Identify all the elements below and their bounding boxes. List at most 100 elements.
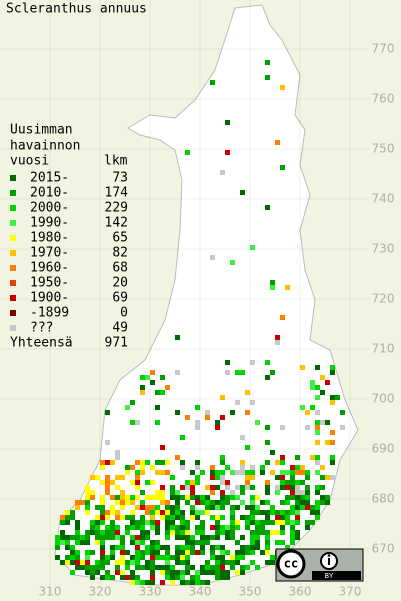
observation-square [210, 515, 215, 520]
legend-label: 1990- [30, 216, 69, 231]
observation-square [190, 470, 195, 475]
observation-square [170, 530, 175, 535]
observation-square [140, 465, 145, 470]
observation-square [310, 405, 315, 410]
observation-square [135, 545, 140, 550]
legend-count: 82 [112, 246, 128, 261]
observation-square [225, 535, 230, 540]
legend-swatch [10, 235, 16, 241]
observation-square [130, 520, 135, 525]
observation-square [115, 530, 120, 535]
observation-square [135, 475, 140, 480]
observation-square [185, 570, 190, 575]
observation-square [185, 545, 190, 550]
observation-square [340, 410, 345, 415]
observation-square [240, 535, 245, 540]
observation-square [185, 495, 190, 500]
observation-square [265, 500, 270, 505]
observation-square [170, 495, 175, 500]
observation-square [310, 455, 315, 460]
legend-column: vuosi [10, 154, 49, 169]
observation-square [135, 460, 140, 465]
observation-square [140, 520, 145, 525]
observation-square [240, 570, 245, 575]
observation-square [175, 560, 180, 565]
observation-square [240, 555, 245, 560]
observation-square [245, 565, 250, 570]
observation-square [255, 540, 260, 545]
legend-total-label: Yhteensä [10, 336, 73, 351]
observation-square [110, 525, 115, 530]
observation-square [190, 485, 195, 490]
observation-square [125, 500, 130, 505]
observation-square [115, 570, 120, 575]
observation-square [130, 465, 135, 470]
observation-square [125, 525, 130, 530]
observation-square [275, 490, 280, 495]
observation-square [315, 365, 320, 370]
observation-square [255, 525, 260, 530]
observation-square [180, 485, 185, 490]
observation-square [220, 470, 225, 475]
observation-square [260, 525, 265, 530]
observation-square [195, 420, 200, 425]
observation-square [290, 485, 295, 490]
observation-square [265, 550, 270, 555]
observation-square [295, 510, 300, 515]
observation-square [290, 535, 295, 540]
observation-square [195, 405, 200, 410]
observation-square [265, 540, 270, 545]
observation-square [120, 535, 125, 540]
observation-square [330, 440, 335, 445]
y-axis-label: 700 [372, 392, 395, 406]
observation-square [90, 575, 95, 580]
observation-square [300, 465, 305, 470]
observation-square [175, 575, 180, 580]
observation-square [170, 490, 175, 495]
observation-square [140, 580, 145, 585]
observation-square [130, 515, 135, 520]
observation-square [265, 530, 270, 535]
observation-square [270, 555, 275, 560]
observation-square [150, 525, 155, 530]
observation-square [220, 495, 225, 500]
observation-square [105, 410, 110, 415]
legend-swatch [10, 175, 16, 181]
observation-square [80, 535, 85, 540]
legend-label: 2010- [30, 186, 69, 201]
observation-square [185, 540, 190, 545]
observation-square [265, 490, 270, 495]
observation-square [230, 510, 235, 515]
observation-square [175, 370, 180, 375]
observation-square [190, 580, 195, 585]
observation-square [235, 485, 240, 490]
observation-square [305, 410, 310, 415]
observation-square [315, 395, 320, 400]
observation-square [220, 515, 225, 520]
observation-square [200, 530, 205, 535]
observation-square [90, 495, 95, 500]
observation-square [145, 505, 150, 510]
observation-square [145, 460, 150, 465]
observation-square [120, 500, 125, 505]
observation-square [305, 490, 310, 495]
observation-square [275, 340, 280, 345]
observation-square [115, 510, 120, 515]
observation-square [265, 545, 270, 550]
observation-square [240, 485, 245, 490]
observation-square [250, 550, 255, 555]
observation-square [290, 525, 295, 530]
observation-square [120, 555, 125, 560]
observation-square [160, 470, 165, 475]
observation-square [110, 505, 115, 510]
observation-square [320, 500, 325, 505]
observation-square [200, 540, 205, 545]
observation-square [150, 565, 155, 570]
observation-square [230, 565, 235, 570]
observation-square [165, 530, 170, 535]
observation-square [175, 535, 180, 540]
observation-square [65, 510, 70, 515]
observation-square [250, 245, 255, 250]
observation-square [100, 575, 105, 580]
observation-square [150, 555, 155, 560]
